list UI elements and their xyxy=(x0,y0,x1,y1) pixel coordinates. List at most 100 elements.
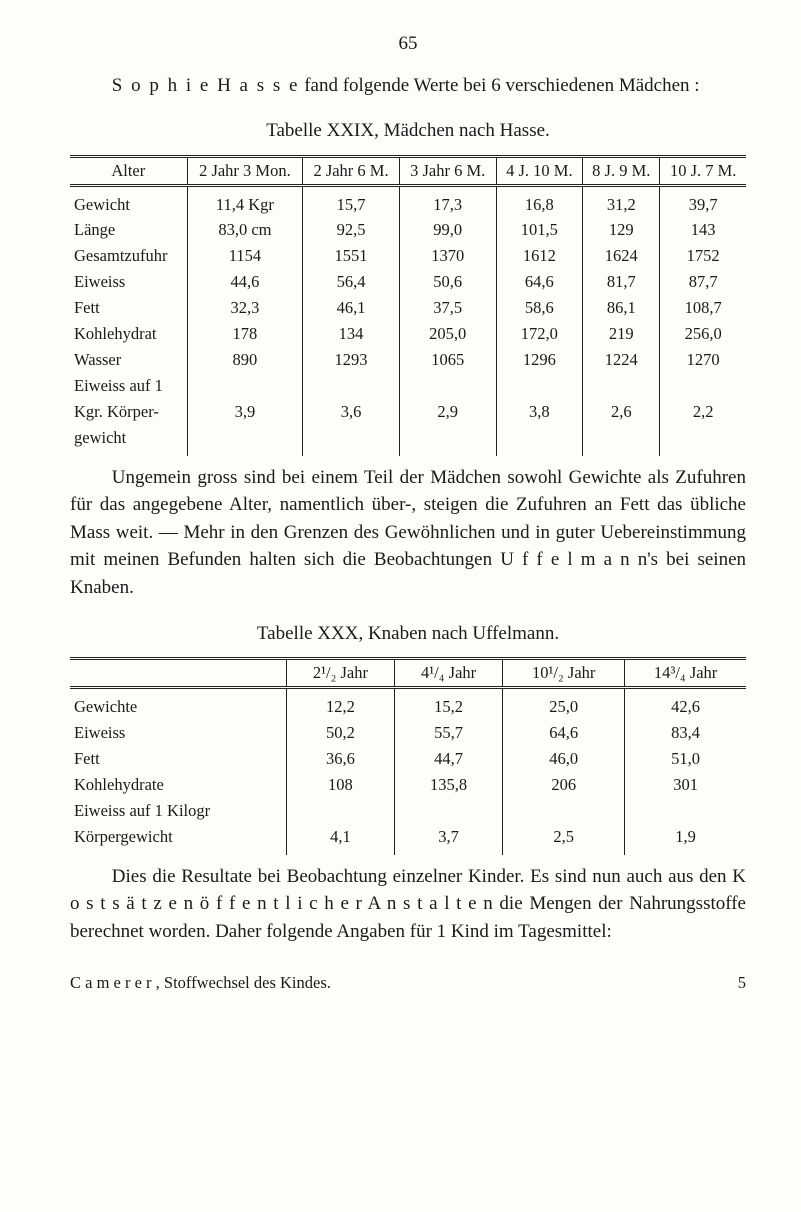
cell: 55,7 xyxy=(394,720,502,746)
table-row: Wasser89012931065129612241270 xyxy=(70,347,746,373)
cell xyxy=(187,373,303,399)
cell xyxy=(583,425,660,456)
table-row: Gewichte12,215,225,042,6 xyxy=(70,687,746,719)
row-label: Gesamtzufuhr xyxy=(70,243,187,269)
table-row: Kohlehydrat178134205,0172,0219256,0 xyxy=(70,321,746,347)
cell: 83,4 xyxy=(625,720,746,746)
cell: 32,3 xyxy=(187,295,303,321)
row-label: Fett xyxy=(70,746,286,772)
table-row: Eiweiss auf 1 xyxy=(70,373,746,399)
cell: 83,0 cm xyxy=(187,217,303,243)
cell xyxy=(394,798,502,824)
cell: 178 xyxy=(187,321,303,347)
cell: 36,6 xyxy=(286,746,394,772)
cell: 1,9 xyxy=(625,824,746,855)
table-row: Eiweiss44,656,450,664,681,787,7 xyxy=(70,269,746,295)
cell: 1551 xyxy=(303,243,400,269)
cell: 46,0 xyxy=(503,746,625,772)
row-label: Wasser xyxy=(70,347,187,373)
cell: 44,6 xyxy=(187,269,303,295)
cell: 4,1 xyxy=(286,824,394,855)
cell: 1224 xyxy=(583,347,660,373)
cell: 99,0 xyxy=(399,217,496,243)
cell: 2,9 xyxy=(399,399,496,425)
cell xyxy=(503,798,625,824)
cell: 15,7 xyxy=(303,185,400,217)
intro-emph: S o p h i e H a s s e xyxy=(112,75,300,96)
table1-h6: 10 J. 7 M. xyxy=(660,156,746,185)
cell: 15,2 xyxy=(394,687,502,719)
table1-h0: Alter xyxy=(70,156,187,185)
cell: 37,5 xyxy=(399,295,496,321)
row-label: Körpergewicht xyxy=(70,824,286,855)
row-label: Fett xyxy=(70,295,187,321)
cell: 64,6 xyxy=(503,720,625,746)
footer-right: 5 xyxy=(738,971,746,995)
cell: 25,0 xyxy=(503,687,625,719)
cell: 64,6 xyxy=(496,269,583,295)
cell xyxy=(399,373,496,399)
cell: 86,1 xyxy=(583,295,660,321)
cell: 39,7 xyxy=(660,185,746,217)
row-label: Kohlehydrate xyxy=(70,772,286,798)
cell: 134 xyxy=(303,321,400,347)
cell: 143 xyxy=(660,217,746,243)
row-label: Kgr. Körper- xyxy=(70,399,187,425)
cell: 11,4 Kgr xyxy=(187,185,303,217)
cell: 1154 xyxy=(187,243,303,269)
table-row: Kgr. Körper-3,93,62,93,82,62,2 xyxy=(70,399,746,425)
cell: 205,0 xyxy=(399,321,496,347)
row-label: Gewicht xyxy=(70,185,187,217)
cell: 3,6 xyxy=(303,399,400,425)
row-label: Kohlehydrat xyxy=(70,321,187,347)
cell: 46,1 xyxy=(303,295,400,321)
footer: C a m e r e r , Stoffwechsel des Kindes.… xyxy=(70,971,746,995)
cell: 50,6 xyxy=(399,269,496,295)
table2: 2¹/₂ Jahr 4¹/₄ Jahr 10¹/₂ Jahr 14³/₄ Jah… xyxy=(70,657,746,854)
table2-header-row: 2¹/₂ Jahr 4¹/₄ Jahr 10¹/₂ Jahr 14³/₄ Jah… xyxy=(70,659,746,688)
cell xyxy=(625,798,746,824)
table2-h2: 4¹/₄ Jahr xyxy=(394,659,502,688)
row-label: Gewichte xyxy=(70,687,286,719)
table-row: Fett36,644,746,051,0 xyxy=(70,746,746,772)
cell: 31,2 xyxy=(583,185,660,217)
table-row: Länge83,0 cm92,599,0101,5129143 xyxy=(70,217,746,243)
cell: 51,0 xyxy=(625,746,746,772)
cell: 3,9 xyxy=(187,399,303,425)
cell: 12,2 xyxy=(286,687,394,719)
cell xyxy=(496,373,583,399)
cell: 17,3 xyxy=(399,185,496,217)
table2-h4: 14³/₄ Jahr xyxy=(625,659,746,688)
table-row: Körpergewicht4,13,72,51,9 xyxy=(70,824,746,855)
table1-h4: 4 J. 10 M. xyxy=(496,156,583,185)
table1-caption: Tabelle XXIX, Mädchen nach Hasse. xyxy=(70,117,746,145)
table2-h1: 2¹/₂ Jahr xyxy=(286,659,394,688)
cell: 1752 xyxy=(660,243,746,269)
cell: 256,0 xyxy=(660,321,746,347)
row-label: Eiweiss auf 1 Kilogr xyxy=(70,798,286,824)
cell: 87,7 xyxy=(660,269,746,295)
table1-h1: 2 Jahr 3 Mon. xyxy=(187,156,303,185)
cell: 58,6 xyxy=(496,295,583,321)
row-label: gewicht xyxy=(70,425,187,456)
intro-rest: fand folgende Werte bei 6 verschiedenen … xyxy=(299,75,699,96)
cell: 129 xyxy=(583,217,660,243)
table-row: Fett32,346,137,558,686,1108,7 xyxy=(70,295,746,321)
cell: 3,7 xyxy=(394,824,502,855)
table1-h5: 8 J. 9 M. xyxy=(583,156,660,185)
cell xyxy=(399,425,496,456)
cell: 42,6 xyxy=(625,687,746,719)
cell: 1065 xyxy=(399,347,496,373)
table1-h2: 2 Jahr 6 M. xyxy=(303,156,400,185)
cell: 1270 xyxy=(660,347,746,373)
cell: 1612 xyxy=(496,243,583,269)
cell: 219 xyxy=(583,321,660,347)
cell: 135,8 xyxy=(394,772,502,798)
cell: 16,8 xyxy=(496,185,583,217)
cell xyxy=(660,425,746,456)
cell: 50,2 xyxy=(286,720,394,746)
cell xyxy=(303,373,400,399)
cell xyxy=(187,425,303,456)
table-row: gewicht xyxy=(70,425,746,456)
cell xyxy=(303,425,400,456)
